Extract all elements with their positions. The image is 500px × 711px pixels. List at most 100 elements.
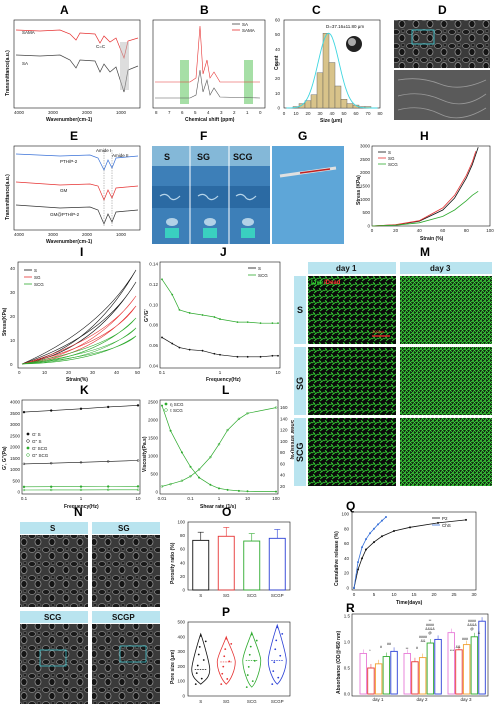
tick-c-y-2: 20 bbox=[275, 76, 281, 81]
svg-text:G' SCG: G' SCG bbox=[32, 446, 48, 451]
svg-text:SCG: SCG bbox=[388, 162, 398, 167]
panel-c: C D=37.16±11.80 μm 0 10 20 30 40 50 60 70 80 0 10 2… bbox=[274, 3, 383, 124]
point-l-eta-10 bbox=[275, 490, 277, 493]
ticks-q: 0 5 10 15 20 25 30 0 20 40 60 80 100 bbox=[341, 512, 477, 598]
point-q-p2-5 bbox=[381, 535, 383, 538]
violin-dot-sg-0 bbox=[220, 683, 223, 686]
legend-k: G' S G'' S G' SCG G'' SCG bbox=[26, 432, 49, 458]
svg-text:day 1: day 1 bbox=[336, 264, 357, 273]
point-l-eta-5 bbox=[209, 483, 212, 486]
sig-mark-5: && bbox=[421, 639, 426, 643]
tick-k-y-7: 3500 bbox=[10, 411, 21, 416]
tick-h-x-1: 20 bbox=[393, 228, 399, 233]
scale-bar-label: 100μm bbox=[372, 329, 385, 334]
point-k-0-1 bbox=[49, 409, 53, 412]
violin-sg bbox=[216, 635, 236, 685]
tick-c-x-2: 20 bbox=[305, 111, 311, 116]
line-j-s bbox=[161, 337, 278, 358]
tick-j-y-5: 0.14 bbox=[149, 262, 158, 267]
tick-j-x-2: 10 bbox=[275, 370, 281, 375]
svg-text:SCG: SCG bbox=[34, 282, 44, 287]
point-k-0-4 bbox=[136, 404, 140, 407]
vial-s bbox=[165, 228, 179, 238]
tick-l-y2-4: 100 bbox=[280, 439, 288, 444]
tick-l-y2-1: 40 bbox=[280, 473, 286, 478]
tick-l-x-3: 10 bbox=[245, 496, 251, 501]
day-header-1 bbox=[308, 262, 396, 274]
svg-text:30: 30 bbox=[90, 370, 96, 375]
point-j-scg-4 bbox=[201, 314, 204, 316]
tick-q-x-1: 5 bbox=[373, 592, 376, 597]
point-l-tau-4 bbox=[197, 468, 201, 471]
point-l-eta-0 bbox=[161, 404, 163, 407]
point-l-tau-0 bbox=[160, 485, 164, 488]
svg-text:40: 40 bbox=[114, 370, 120, 375]
tick-q-y-2: 40 bbox=[344, 556, 350, 561]
line-j-scg bbox=[161, 279, 278, 324]
ylabel-k: G', G''(Pa) bbox=[2, 446, 8, 470]
svg-text:SCG: SCG bbox=[258, 273, 268, 278]
hist-bar-50 bbox=[340, 98, 348, 109]
xlabel-a: Wavenumber(cm-1) bbox=[46, 117, 93, 123]
point-q-chs-5 bbox=[373, 527, 375, 530]
sig-mark-13: ### bbox=[462, 637, 468, 641]
panel-label-i: I bbox=[80, 245, 83, 259]
tick-h-x-2: 40 bbox=[417, 228, 423, 233]
point-q-p2-7 bbox=[409, 526, 411, 529]
violin-dot-scgp-4 bbox=[279, 654, 282, 657]
violin-dot-s-3 bbox=[200, 677, 203, 680]
line-q-p2 bbox=[353, 519, 467, 589]
tick-k-y-2: 1000 bbox=[10, 467, 21, 472]
legend-h: S SG SCG bbox=[378, 150, 398, 167]
svg-text:5: 5 bbox=[194, 110, 197, 115]
stress-strain-lines bbox=[371, 147, 479, 227]
tick-r-y-3: 1.5 bbox=[344, 614, 351, 619]
tick-q-y-5: 100 bbox=[341, 512, 349, 517]
ylabel-a: Transmittance(a.u.) bbox=[5, 50, 11, 96]
point-j-s-5 bbox=[213, 352, 216, 355]
tick-q-x-4: 20 bbox=[431, 592, 437, 597]
tick-l-y-0: 0 bbox=[155, 490, 158, 495]
row-label-sg: SG bbox=[295, 377, 305, 390]
svg-text:2: 2 bbox=[233, 110, 236, 115]
plot-frame-k bbox=[21, 399, 141, 495]
panel-b: B SA SAMA 8 7 6 5 4 3 2 1 0 Chemical shi… bbox=[152, 3, 266, 123]
point-k-3-1 bbox=[49, 488, 53, 492]
violin-dot-s-8 bbox=[199, 634, 202, 637]
tick-k-y-5: 2500 bbox=[10, 433, 21, 438]
absorbance-label-2: day 3 bbox=[460, 697, 472, 702]
svg-text:ChS: ChS bbox=[442, 523, 451, 528]
tick-k-x-2: 10 bbox=[135, 496, 141, 501]
point-k-2-2 bbox=[79, 485, 83, 488]
hist-bar-40 bbox=[328, 62, 336, 109]
size-note: D=37.16±11.80 μm bbox=[326, 24, 364, 29]
tick-l-y-4: 2000 bbox=[148, 418, 159, 423]
point-q-chs-2 bbox=[361, 546, 363, 549]
legend-q: P2 ChS bbox=[432, 516, 451, 528]
point-l-tau-3 bbox=[189, 475, 192, 478]
point-q-p2-6 bbox=[393, 530, 395, 533]
violin-dot-scg-6 bbox=[246, 674, 249, 676]
tick-l-y2-6: 140 bbox=[280, 416, 288, 421]
tick-a-0: 4000 bbox=[14, 110, 25, 115]
sig-mark-11: *** bbox=[450, 649, 455, 653]
sig-mark-6: #### bbox=[419, 635, 427, 639]
tick-l-x-1: 0.1 bbox=[187, 496, 194, 501]
point-k-0-3 bbox=[106, 405, 110, 409]
tick-h-y-3: 1500 bbox=[360, 184, 371, 189]
ticks-i: 0 10 20 30 40 50 0 10 20 30 40 bbox=[10, 266, 141, 375]
histogram-bars bbox=[292, 33, 372, 109]
modulus-lines bbox=[22, 404, 140, 492]
absorbance-bar-2-0 bbox=[447, 632, 455, 695]
tick-q-y-4: 80 bbox=[344, 526, 350, 531]
series-label-gm: GM bbox=[60, 188, 68, 193]
line-h-sg bbox=[371, 151, 477, 227]
photo-syringe bbox=[272, 146, 344, 244]
tick-c-x-3: 30 bbox=[317, 111, 323, 116]
ylabel-j: G''/G' bbox=[144, 309, 150, 322]
svg-text:P2: P2 bbox=[442, 516, 448, 521]
plot-frame-i bbox=[17, 261, 141, 369]
point-l-eta-7 bbox=[226, 488, 229, 491]
image-s-day1 bbox=[308, 276, 396, 344]
